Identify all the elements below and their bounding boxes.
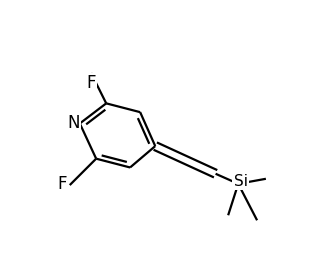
Text: F: F (58, 175, 67, 193)
Text: Si: Si (234, 174, 248, 189)
Text: N: N (67, 114, 80, 132)
Text: F: F (86, 74, 96, 92)
